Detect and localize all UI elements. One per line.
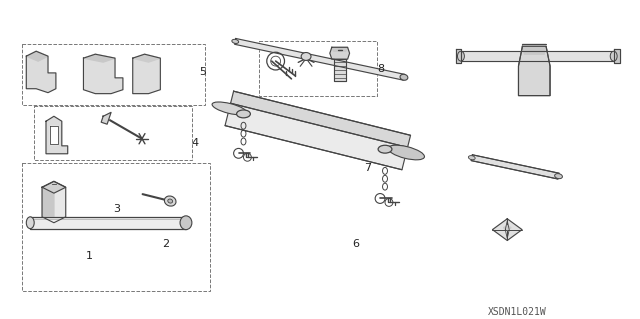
Polygon shape — [26, 51, 48, 61]
Bar — [22, 163, 210, 291]
Polygon shape — [235, 39, 404, 80]
Polygon shape — [332, 47, 348, 51]
Ellipse shape — [388, 145, 424, 160]
Polygon shape — [522, 44, 546, 54]
Polygon shape — [50, 126, 58, 144]
Ellipse shape — [468, 156, 475, 160]
Text: 5: 5 — [199, 67, 206, 77]
Bar — [34, 107, 192, 160]
Text: 1: 1 — [85, 251, 92, 261]
Polygon shape — [101, 112, 111, 124]
Ellipse shape — [458, 51, 465, 61]
Polygon shape — [132, 54, 161, 62]
Polygon shape — [225, 103, 408, 170]
Polygon shape — [30, 217, 186, 229]
Ellipse shape — [168, 199, 173, 203]
Polygon shape — [83, 54, 123, 94]
Polygon shape — [42, 181, 66, 193]
Polygon shape — [518, 46, 550, 96]
Bar — [259, 41, 377, 96]
Polygon shape — [83, 54, 115, 62]
Polygon shape — [230, 91, 410, 147]
Polygon shape — [456, 49, 461, 63]
Polygon shape — [42, 187, 54, 223]
Ellipse shape — [232, 39, 239, 43]
Polygon shape — [42, 181, 66, 223]
Polygon shape — [503, 226, 511, 230]
Ellipse shape — [555, 174, 563, 179]
Text: XSDN1L021W: XSDN1L021W — [488, 308, 547, 317]
Text: 6: 6 — [353, 240, 360, 249]
Polygon shape — [614, 49, 620, 63]
Ellipse shape — [26, 217, 34, 229]
Polygon shape — [492, 219, 522, 241]
Ellipse shape — [180, 216, 192, 230]
Polygon shape — [132, 54, 161, 94]
Ellipse shape — [301, 53, 311, 60]
Polygon shape — [334, 59, 346, 81]
Polygon shape — [330, 47, 349, 59]
Text: 2: 2 — [163, 240, 170, 249]
Text: 8: 8 — [377, 64, 384, 74]
Polygon shape — [46, 116, 68, 154]
Ellipse shape — [611, 51, 617, 61]
Ellipse shape — [164, 196, 176, 206]
Ellipse shape — [378, 145, 392, 153]
Text: 7: 7 — [364, 163, 371, 173]
Ellipse shape — [212, 102, 246, 115]
Text: 4: 4 — [192, 138, 199, 148]
Polygon shape — [26, 51, 56, 93]
Ellipse shape — [400, 74, 408, 80]
Polygon shape — [471, 155, 559, 179]
Ellipse shape — [237, 110, 250, 118]
Bar — [22, 44, 205, 106]
Text: 3: 3 — [113, 204, 120, 214]
Polygon shape — [461, 51, 614, 61]
